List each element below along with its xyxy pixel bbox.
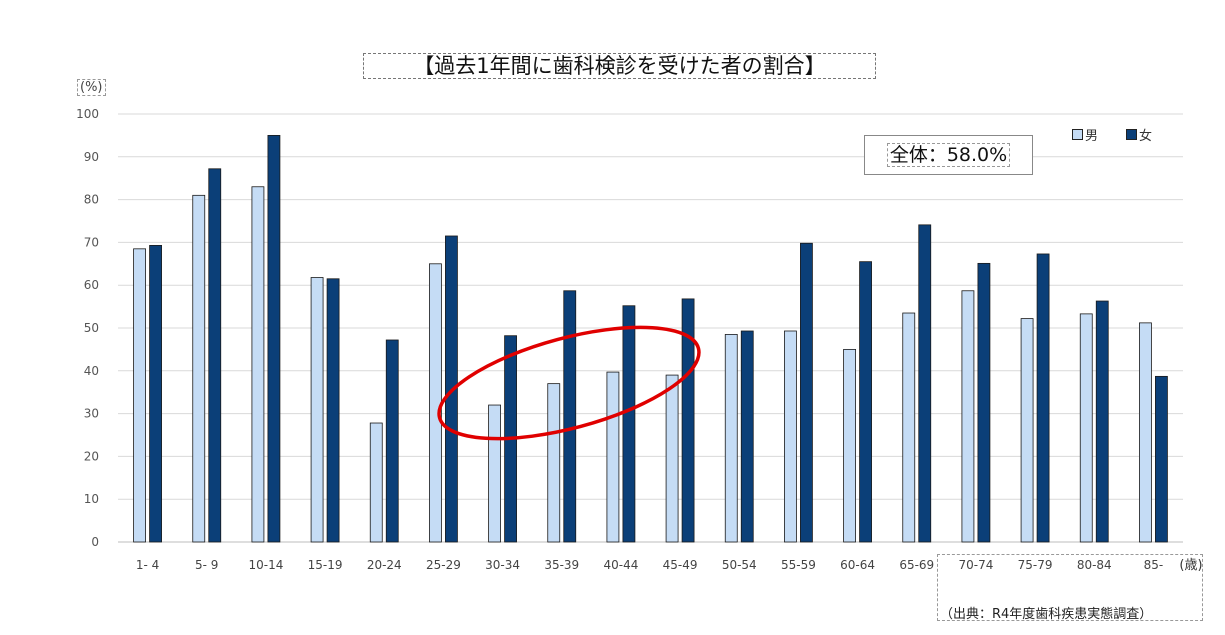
y-tick-label: 100 (76, 107, 99, 121)
x-tick-label: 5- 9 (195, 558, 218, 572)
y-tick-label: 0 (91, 535, 99, 549)
bar-female (859, 261, 872, 543)
legend-swatch-male (1072, 129, 1083, 140)
bar-male (369, 422, 383, 543)
chart-title: 【過去1年間に歯科検診を受けた者の割合】 (363, 53, 876, 79)
bar-female (800, 242, 813, 543)
bar-female (1095, 300, 1109, 543)
bar-female (977, 262, 991, 543)
x-tick-label: 65-69 (899, 558, 934, 572)
bar-female (681, 298, 695, 543)
bar-female (149, 244, 162, 543)
x-tick-label: 80-84 (1077, 558, 1112, 572)
legend-label-male: 男 (1085, 129, 1099, 144)
bar-male (547, 383, 561, 543)
bar-male (251, 186, 265, 543)
bar-male (961, 290, 975, 543)
bar-male (606, 371, 620, 543)
source-note: （出典：R4年度歯科疾患実態調査） (940, 607, 1153, 622)
y-tick-label: 20 (84, 449, 99, 463)
x-tick-label: 35-39 (544, 558, 579, 572)
bar-male (665, 374, 679, 543)
bar-female (385, 339, 399, 543)
x-tick-label: 85- (1144, 558, 1164, 572)
bar-female (326, 278, 340, 543)
bar-male (310, 277, 324, 543)
bar-female (918, 224, 932, 543)
bar-male (192, 194, 206, 543)
overall-rate-label: 全体：58.0% (886, 143, 1011, 167)
x-tick-label: 15-19 (308, 558, 343, 572)
x-tick-labels: 1- 4 5- 9 10-14 15-19 20-24 25-29 30-34 35-39 40… (136, 558, 1203, 573)
bar-male (724, 334, 738, 543)
bar-series (133, 134, 1168, 543)
y-tick-label: 40 (84, 364, 99, 378)
y-tick-label: 10 (84, 492, 99, 506)
bar-male (1139, 322, 1152, 543)
x-tick-label: 50-54 (722, 558, 757, 572)
y-tick-label: 90 (84, 150, 99, 164)
y-tick-labels: 0 10 20 30 40 50 60 70 80 90 100 (76, 107, 99, 549)
bar-female (267, 134, 281, 543)
highlight-ellipse (437, 325, 701, 441)
bar-female (1155, 375, 1168, 543)
x-tick-label: 55-59 (781, 558, 816, 572)
legend-swatch-female (1126, 129, 1138, 140)
y-tick-label: 60 (84, 278, 99, 292)
y-tick-label: 30 (84, 407, 99, 421)
x-tick-label: 20-24 (367, 558, 402, 572)
x-tick-label: 30-34 (485, 558, 520, 572)
x-tick-label: 10-14 (248, 558, 283, 572)
bar-male (843, 348, 856, 543)
bar-male (1020, 318, 1034, 543)
bar-male (429, 263, 442, 543)
x-tick-label: 40-44 (603, 558, 638, 572)
x-tick-label: 25-29 (426, 558, 461, 572)
legend: 男 女 (1072, 125, 1152, 144)
y-tick-label: 80 (84, 193, 99, 207)
legend-item-female: 女 (1126, 125, 1152, 144)
bar-female (208, 168, 222, 543)
legend-label-female: 女 (1139, 129, 1153, 144)
x-tick-label: 45-49 (663, 558, 698, 572)
bar-female (622, 305, 636, 543)
y-tick-label: 50 (84, 321, 99, 335)
bar-male (133, 248, 146, 543)
x-tick-label: 1- 4 (136, 558, 159, 572)
bar-female (740, 330, 754, 543)
y-tick-label: 70 (84, 235, 99, 249)
bar-male (1079, 313, 1093, 543)
bar-female (563, 290, 577, 543)
bar-male (784, 330, 797, 543)
legend-item-male: 男 (1072, 125, 1098, 144)
x-tick-label: 75-79 (1018, 558, 1053, 572)
bar-female (1036, 253, 1050, 543)
x-axis-unit: (歳) (1179, 558, 1202, 573)
x-tick-label: 60-64 (840, 558, 875, 572)
bar-male (488, 404, 501, 543)
bar-male (902, 312, 916, 543)
x-tick-label: 70-74 (958, 558, 993, 572)
y-axis-unit: (%) (77, 79, 106, 96)
overall-rate-box: 全体：58.0% (864, 135, 1033, 175)
